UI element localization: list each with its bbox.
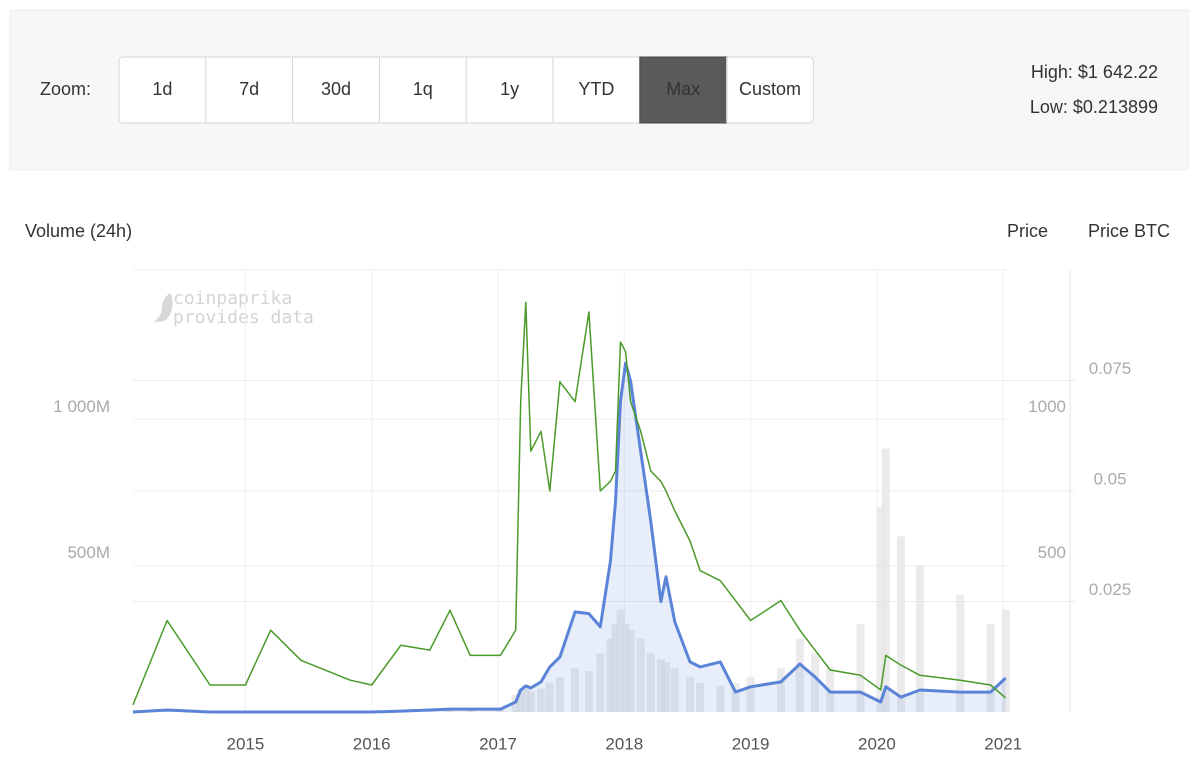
- y-tick-label: 500M: [67, 543, 110, 562]
- price-area: [133, 363, 1006, 712]
- zoom-button[interactable]: Max: [666, 79, 700, 99]
- zoom-label: Zoom:: [40, 79, 91, 99]
- legend-entry[interactable]: Price: [1007, 221, 1048, 241]
- volume-bar: [896, 536, 905, 712]
- zoom-button[interactable]: 1d: [152, 79, 172, 99]
- zoom-button[interactable]: 30d: [321, 79, 351, 99]
- volume-bar: [716, 685, 725, 712]
- zoom-button[interactable]: 1y: [500, 79, 519, 99]
- volume-bar: [596, 653, 605, 712]
- volume-bar: [986, 624, 995, 712]
- volume-bar: [616, 609, 625, 712]
- x-tick-label: 2020: [858, 734, 896, 753]
- volume-bar: [584, 671, 593, 712]
- price-line: [132, 361, 1007, 714]
- volume-bar: [606, 638, 615, 712]
- volume-bar: [746, 676, 755, 712]
- volume-bar: [856, 624, 865, 712]
- volume-bar: [685, 676, 694, 712]
- volume-bar: [696, 682, 705, 712]
- volume-bar: [915, 565, 924, 712]
- volume-bar: [656, 659, 665, 712]
- volume-bar: [611, 624, 620, 712]
- volume-bar: [670, 668, 679, 712]
- volume-bar: [776, 668, 785, 712]
- volume-bar: [646, 653, 655, 712]
- volume-bar: [466, 710, 475, 712]
- watermark-logo: [154, 293, 173, 322]
- volume-bar: [731, 682, 740, 712]
- zoom-button[interactable]: 7d: [239, 79, 259, 99]
- volume-bar: [555, 676, 564, 712]
- volume-bar: [571, 668, 580, 712]
- volume-bar: [536, 688, 545, 712]
- x-tick-label: 2015: [226, 734, 264, 753]
- y2-tick-label: 500: [1038, 543, 1066, 562]
- volume-bar: [795, 638, 804, 712]
- low-label: Low: $0.213899: [1030, 97, 1158, 117]
- y3-tick-label: 0.05: [1093, 469, 1126, 488]
- y2-tick-label: 1000: [1028, 397, 1066, 416]
- volume-bar: [446, 710, 455, 712]
- chart-title: Volume (24h): [25, 221, 132, 241]
- watermark: coinpaprika: [173, 288, 292, 309]
- volume-bar: [621, 624, 630, 712]
- volume-bar: [876, 507, 885, 712]
- x-tick-label: 2016: [353, 734, 391, 753]
- volume-bar: [811, 653, 820, 712]
- volume-bar: [881, 448, 890, 712]
- volume-bar: [636, 638, 645, 712]
- volume-bar: [516, 688, 525, 712]
- zoom-button[interactable]: 1q: [413, 79, 433, 99]
- price-btc-line: [132, 301, 1007, 706]
- volume-bar: [661, 662, 670, 712]
- volume-bar: [163, 711, 172, 712]
- zoom-button[interactable]: Custom: [739, 79, 801, 99]
- x-tick-label: 2021: [984, 734, 1022, 753]
- volume-bar: [956, 594, 965, 712]
- watermark: provides data: [173, 307, 314, 328]
- volume-bar: [526, 691, 535, 712]
- button-selected[interactable]: [639, 56, 728, 124]
- x-tick-label: 2017: [479, 734, 517, 753]
- volume-bar: [545, 682, 554, 712]
- x-tick-label: 2018: [605, 734, 643, 753]
- zoom-button[interactable]: YTD: [578, 79, 614, 99]
- x-tick-label: 2019: [732, 734, 770, 753]
- zoom-buttons: 1d 7d 30d 1q 1y YTD Max Custom: [118, 56, 814, 124]
- plot: 2015 2016 2017 2018 2019 2020 2021 500M 1 000M 50…: [53, 269, 1132, 753]
- volume-bar: [1001, 609, 1010, 712]
- volume-bar: [521, 685, 530, 712]
- high-label: High: $1 642.22: [1031, 62, 1158, 82]
- volume-bar: [626, 630, 635, 712]
- y3-tick-label: 0.075: [1089, 359, 1132, 378]
- y-tick-label: 1 000M: [53, 397, 110, 416]
- legend-entry[interactable]: Price BTC: [1088, 221, 1170, 241]
- y3-tick-label: 0.025: [1089, 580, 1132, 599]
